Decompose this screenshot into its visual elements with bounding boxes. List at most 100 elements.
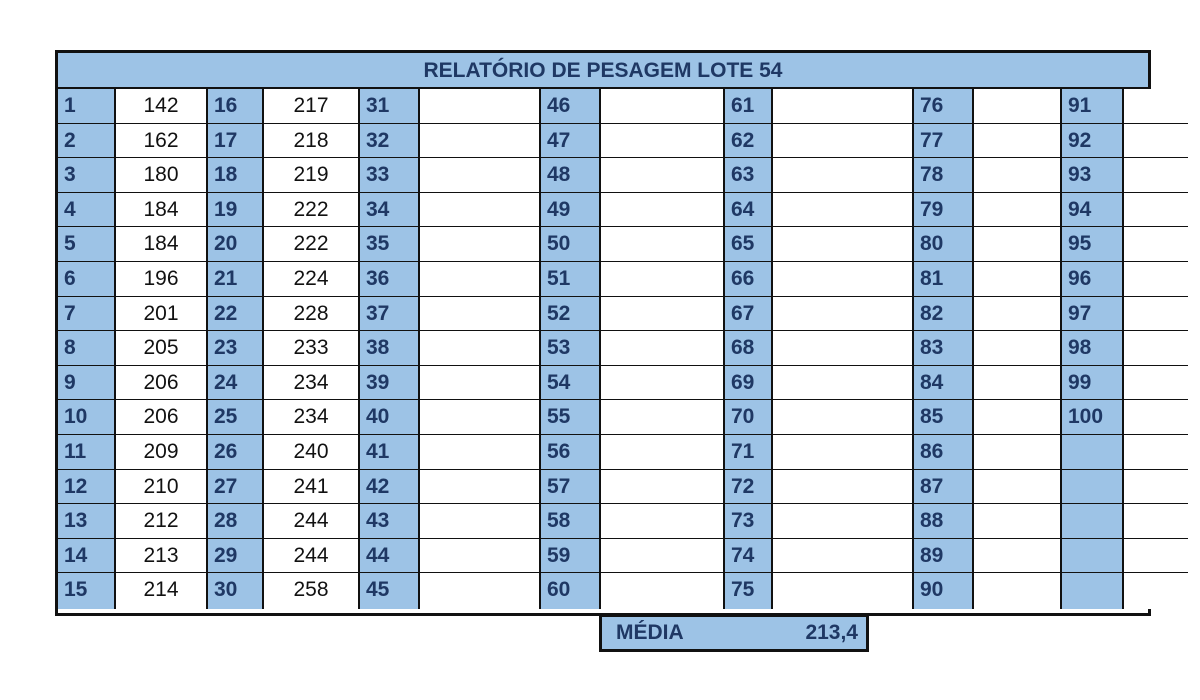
row-number: 94 — [1062, 192, 1124, 229]
row-number: 19 — [208, 192, 264, 229]
weight-value — [974, 538, 1062, 575]
row-number: 32 — [360, 123, 420, 160]
weight-value — [773, 296, 914, 333]
row-number: 62 — [725, 123, 773, 160]
weight-value — [773, 469, 914, 506]
weight-value — [974, 227, 1062, 263]
weight-value — [773, 400, 914, 436]
weight-value — [773, 227, 914, 263]
weight-value — [420, 365, 541, 402]
row-number: 37 — [360, 296, 420, 333]
weight-value: 206 — [116, 400, 208, 436]
weight-value — [420, 435, 541, 471]
weight-value — [773, 538, 914, 575]
weight-value: 184 — [116, 192, 208, 229]
row-number: 30 — [208, 573, 264, 609]
weight-value — [601, 158, 725, 194]
weight-value — [974, 123, 1062, 160]
row-number: 10 — [58, 400, 116, 436]
row-number: 22 — [208, 296, 264, 333]
blank-number-cell — [1062, 469, 1124, 506]
weight-value — [773, 89, 914, 125]
weight-value — [773, 192, 914, 229]
row-number: 18 — [208, 158, 264, 194]
row-number: 42 — [360, 469, 420, 506]
row-number: 65 — [725, 227, 773, 263]
weight-value: 234 — [264, 400, 360, 436]
average-label: MÉDIA — [616, 621, 684, 644]
weight-value — [1124, 192, 1188, 229]
weight-value — [1124, 365, 1188, 402]
row-number: 60 — [541, 573, 601, 609]
weight-value — [1124, 123, 1188, 160]
weight-value — [773, 504, 914, 540]
weight-value: 214 — [116, 573, 208, 609]
row-number: 43 — [360, 504, 420, 540]
row-number: 46 — [541, 89, 601, 125]
weight-value: 233 — [264, 331, 360, 367]
row-number: 2 — [58, 123, 116, 160]
weight-value — [974, 365, 1062, 402]
row-number: 82 — [914, 296, 974, 333]
weight-value: 162 — [116, 123, 208, 160]
weight-value: 240 — [264, 435, 360, 471]
row-number: 53 — [541, 331, 601, 367]
row-number: 48 — [541, 158, 601, 194]
blank-number-cell — [1062, 504, 1124, 540]
weight-value: 201 — [116, 296, 208, 333]
weight-value — [420, 331, 541, 367]
row-number: 96 — [1062, 262, 1124, 298]
row-number: 88 — [914, 504, 974, 540]
row-number: 50 — [541, 227, 601, 263]
row-number: 41 — [360, 435, 420, 471]
weight-value — [420, 573, 541, 609]
weight-value: 218 — [264, 123, 360, 160]
weight-value — [601, 192, 725, 229]
weight-value — [420, 504, 541, 540]
weight-value — [1124, 504, 1188, 540]
weight-value: 196 — [116, 262, 208, 298]
row-number: 25 — [208, 400, 264, 436]
row-number: 69 — [725, 365, 773, 402]
row-number: 55 — [541, 400, 601, 436]
weight-value — [773, 435, 914, 471]
weight-value — [974, 89, 1062, 125]
row-number: 76 — [914, 89, 974, 125]
weight-value: 212 — [116, 504, 208, 540]
row-number: 31 — [360, 89, 420, 125]
weight-value — [601, 227, 725, 263]
row-number: 86 — [914, 435, 974, 471]
weight-value — [773, 123, 914, 160]
row-number: 99 — [1062, 365, 1124, 402]
row-number: 57 — [541, 469, 601, 506]
row-number: 81 — [914, 262, 974, 298]
row-number: 54 — [541, 365, 601, 402]
row-number: 72 — [725, 469, 773, 506]
row-number: 56 — [541, 435, 601, 471]
weight-value: 206 — [116, 365, 208, 402]
row-number: 87 — [914, 469, 974, 506]
weighing-report-table: RELATÓRIO DE PESAGEM LOTE 54 1 142 2 162 3 18… — [55, 50, 1188, 616]
weight-value — [420, 227, 541, 263]
weight-value: 224 — [264, 262, 360, 298]
weight-value — [1124, 262, 1188, 298]
row-number: 35 — [360, 227, 420, 263]
weight-value: 142 — [116, 89, 208, 125]
row-number: 20 — [208, 227, 264, 263]
row-number: 33 — [360, 158, 420, 194]
weight-value — [773, 331, 914, 367]
row-number: 100 — [1062, 400, 1124, 436]
weight-value — [420, 262, 541, 298]
row-number: 23 — [208, 331, 264, 367]
row-number: 40 — [360, 400, 420, 436]
row-number: 47 — [541, 123, 601, 160]
blank-number-cell — [1062, 573, 1124, 609]
blank-number-cell — [1062, 435, 1124, 471]
weight-value: 222 — [264, 227, 360, 263]
weight-value — [601, 435, 725, 471]
row-number: 66 — [725, 262, 773, 298]
row-number: 36 — [360, 262, 420, 298]
row-number: 8 — [58, 331, 116, 367]
row-number: 51 — [541, 262, 601, 298]
row-number: 79 — [914, 192, 974, 229]
